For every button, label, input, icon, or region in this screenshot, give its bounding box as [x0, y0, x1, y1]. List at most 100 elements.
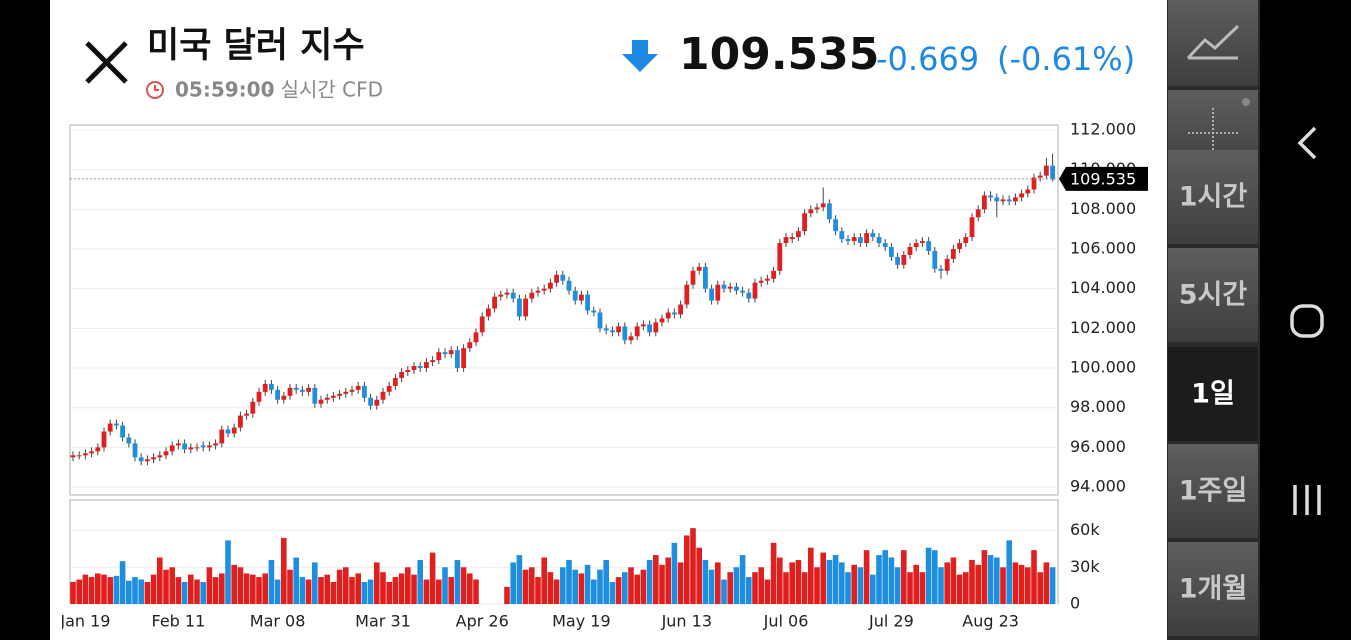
volume-bar [547, 572, 554, 604]
change-percent: (-0.61%) [997, 40, 1135, 78]
candle-body [479, 316, 485, 333]
volume-bar [820, 552, 826, 604]
recents-button[interactable] [1293, 485, 1321, 515]
button-label: 1주일 [1179, 476, 1247, 507]
interval-button[interactable]: 1주일 [1168, 444, 1258, 538]
candle-body [765, 278, 770, 281]
candle-body [752, 282, 758, 299]
interval-button[interactable]: 1일 [1168, 347, 1258, 441]
candle-body [628, 336, 634, 341]
candle-body [349, 389, 355, 392]
volume-bar [473, 579, 479, 604]
candle-body [820, 203, 826, 208]
candle-body [436, 352, 442, 361]
volume-bar [764, 579, 771, 604]
volume-bar [163, 569, 169, 604]
volume-bar [138, 579, 144, 604]
candle-body [225, 429, 231, 434]
volume-bar [429, 552, 436, 604]
volume-bar [312, 562, 318, 604]
volume-bar [250, 574, 256, 604]
candle-body [932, 250, 938, 269]
candle-body [213, 443, 218, 446]
candle-body [145, 459, 150, 462]
volume-bar [981, 550, 988, 604]
candle-body [988, 195, 993, 198]
volume-bar [901, 550, 907, 604]
candle-body [1037, 175, 1043, 178]
volume-bar [88, 577, 95, 604]
volume-bar [175, 577, 182, 604]
volume-bar [727, 572, 733, 604]
home-button[interactable] [1290, 304, 1324, 338]
candle-body [839, 231, 845, 240]
volume-bar [770, 542, 777, 604]
volume-bar [367, 579, 374, 604]
candle-body [281, 395, 287, 400]
candle-body [467, 342, 473, 349]
candle-body [727, 286, 733, 289]
candle-body [851, 237, 857, 242]
volume-bar [882, 550, 888, 604]
volume-bar [907, 572, 913, 604]
volume-bar [975, 564, 981, 604]
volume-bar [107, 577, 113, 604]
candle-body [703, 266, 708, 289]
volume-bar [919, 572, 926, 604]
x-tick-label: Jan 19 [59, 612, 110, 631]
candle-body [690, 270, 696, 285]
candle-body [231, 427, 237, 434]
candle-body [963, 237, 969, 244]
volume-bar [640, 569, 647, 604]
candle-body [324, 397, 330, 400]
volume-bar [560, 567, 566, 604]
volume-bar [405, 567, 411, 604]
volume-bar [299, 577, 306, 604]
candle-body [355, 385, 361, 390]
volume-bar [888, 557, 895, 604]
button-label: 5시간 [1179, 280, 1248, 311]
interval-button[interactable]: 1시간 [1168, 150, 1258, 244]
interval-button[interactable]: 1개월 [1168, 542, 1258, 636]
x-tick-label: May 19 [552, 612, 611, 631]
chart-type-button[interactable] [1168, 0, 1258, 86]
volume-bar [448, 577, 454, 604]
volume-bar [349, 577, 355, 604]
volume-bar [963, 572, 969, 604]
volume-bar [504, 586, 510, 604]
volume-bar [609, 581, 616, 604]
candle-body [293, 387, 299, 390]
volume-bar [343, 567, 349, 604]
candle-body [163, 451, 169, 456]
candle-body [597, 312, 603, 329]
volume-bar [814, 567, 820, 604]
candle-body [975, 209, 981, 218]
volume-bar [894, 567, 901, 604]
volume-bar [411, 574, 417, 604]
candle-body [734, 286, 739, 291]
button-bg [1168, 444, 1258, 538]
last-price-box [1059, 166, 1148, 191]
volume-bar [95, 573, 101, 604]
volume-bar [671, 542, 678, 604]
y-tick-label: 94.000 [1070, 477, 1126, 496]
volume-bar [113, 575, 120, 604]
x-tick-label: Jul 29 [868, 612, 914, 631]
button-label: 1일 [1191, 379, 1235, 410]
button-label: 1개월 [1179, 574, 1247, 605]
back-button[interactable] [1297, 126, 1317, 160]
candle-body [442, 352, 448, 355]
price-panel [69, 124, 1059, 496]
candle-body [107, 423, 113, 432]
candle-body [151, 457, 156, 460]
candle-body [882, 243, 888, 248]
interval-button[interactable]: 5시간 [1168, 248, 1258, 342]
candle-body [306, 387, 311, 392]
volume-bar [845, 572, 851, 604]
volume-bar [516, 555, 523, 604]
volume-bar [708, 569, 715, 604]
volume-bar [293, 557, 299, 604]
volume-bar [541, 557, 547, 604]
close-button[interactable] [85, 41, 128, 84]
volume-bar [603, 559, 609, 604]
